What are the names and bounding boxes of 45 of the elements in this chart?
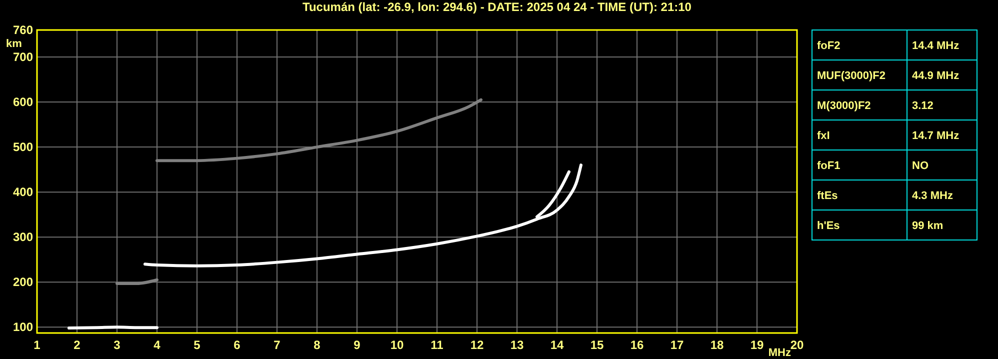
x-tick-label: 11 <box>430 338 444 352</box>
y-tick-label: 700 <box>12 50 34 64</box>
x-tick-label: 2 <box>74 338 81 352</box>
y-tick-label: 200 <box>12 275 34 290</box>
x-tick-label: 14 <box>550 338 564 352</box>
x-tick-label: 16 <box>630 338 644 352</box>
category-label: M(3000)F2 <box>817 100 871 112</box>
y-tick-label: 400 <box>12 185 34 200</box>
y-tick-label: 300 <box>12 230 34 244</box>
x-axis-title: MHz <box>768 347 792 359</box>
y-tick-label: 760 <box>12 23 34 37</box>
category-label: MUF(3000)F2 <box>817 70 886 82</box>
category-label: fxI <box>817 130 830 142</box>
x-tick-label: 18 <box>710 338 724 352</box>
x-tick-label: 6 <box>234 338 241 352</box>
x-tick-label: 1 <box>34 338 41 352</box>
y-tick-label: 500 <box>12 140 34 154</box>
text: NO <box>912 160 928 172</box>
category-label: ftEs <box>817 190 838 202</box>
x-tick-label: 19 <box>750 338 764 352</box>
y-axis-title: km <box>6 38 22 50</box>
text: 3.12 <box>912 100 934 112</box>
category-label: foF1 <box>817 160 840 172</box>
x-tick-label: 3 <box>114 338 121 352</box>
x-tick-label: 17 <box>670 338 684 352</box>
y-tick-label: 600 <box>12 95 34 110</box>
x-tick-label: 8 <box>314 338 321 352</box>
x-tick-label: 5 <box>194 338 201 352</box>
chart-title: Tucumán (lat: -26.9, lon: 294.6) - DATE: 2025 04 24 - TIME (UT): 21:10 <box>302 0 692 14</box>
x-tick-label: 13 <box>510 338 524 352</box>
text: 14.4 MHz <box>912 40 960 52</box>
x-tick-label: 20 <box>790 338 804 352</box>
text: 14.7 MHz <box>912 130 960 142</box>
text: 4.3 MHz <box>912 190 953 202</box>
y-tick-label: 100 <box>12 320 34 334</box>
x-tick-label: 12 <box>470 338 484 352</box>
x-tick-label: 7 <box>274 338 281 352</box>
x-tick-label: 15 <box>590 338 604 352</box>
x-tick-label: 9 <box>354 338 361 352</box>
text: 44.9 MHz <box>912 70 960 82</box>
category-label: foF2 <box>817 40 840 52</box>
x-tick-label: 10 <box>390 338 404 352</box>
category-label: h'Es <box>817 220 840 232</box>
x-tick-label: 4 <box>154 338 161 352</box>
text: 99 km <box>912 220 944 232</box>
